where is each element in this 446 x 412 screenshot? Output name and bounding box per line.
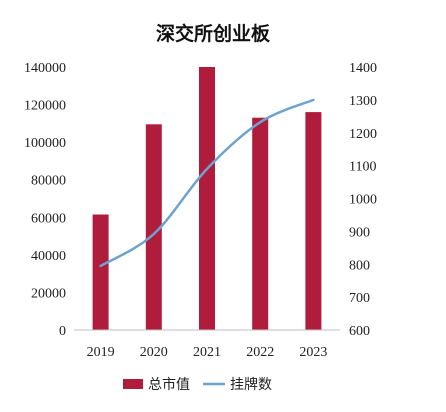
y-right-tick-label: 1400: [349, 61, 377, 76]
x-tick-label: 2021: [193, 345, 221, 360]
y-right-tick-label: 1100: [349, 160, 376, 175]
y-left-tick-label: 140000: [24, 61, 66, 76]
chart-title: 深交所创业板: [156, 22, 271, 45]
y-left-tick-label: 0: [59, 324, 66, 339]
legend-label-bar: 总市值: [148, 376, 190, 393]
y-left-tick-label: 20000: [31, 286, 66, 301]
y-right-tick-label: 600: [349, 324, 370, 339]
bar-2022: [252, 117, 269, 330]
y-left-tick-label: 60000: [31, 211, 66, 226]
y-right-tick-label: 1200: [349, 127, 377, 142]
legend-label-line: 挂牌数: [230, 376, 272, 393]
y-left-tick-label: 100000: [24, 136, 66, 151]
axes: 0 20000 40000 60000 80000 100000 120000 140000 6…: [24, 61, 377, 360]
y-left-tick-label: 120000: [24, 99, 66, 114]
x-tick-label: 2019: [87, 345, 115, 360]
x-tick-label: 2022: [246, 345, 274, 360]
y-right-tick-label: 800: [349, 258, 370, 273]
y-left-tick-label: 40000: [31, 249, 66, 264]
legend: 总市值 挂牌数: [123, 376, 272, 393]
bar-2020: [145, 124, 162, 330]
y-right-tick-label: 700: [349, 291, 370, 306]
bar-2019: [92, 214, 109, 330]
y-right-tick-label: 900: [349, 225, 370, 240]
legend-swatch-bar: [123, 379, 143, 389]
y-right-tick-label: 1000: [349, 193, 377, 208]
x-tick-label: 2023: [299, 345, 327, 360]
bar-2021: [199, 67, 215, 330]
x-tick-label: 2020: [140, 345, 168, 360]
bar-2023: [305, 112, 322, 330]
y-left-tick-label: 80000: [31, 174, 66, 189]
y-right-tick-label: 1300: [349, 94, 377, 109]
plot-area: [92, 67, 322, 330]
